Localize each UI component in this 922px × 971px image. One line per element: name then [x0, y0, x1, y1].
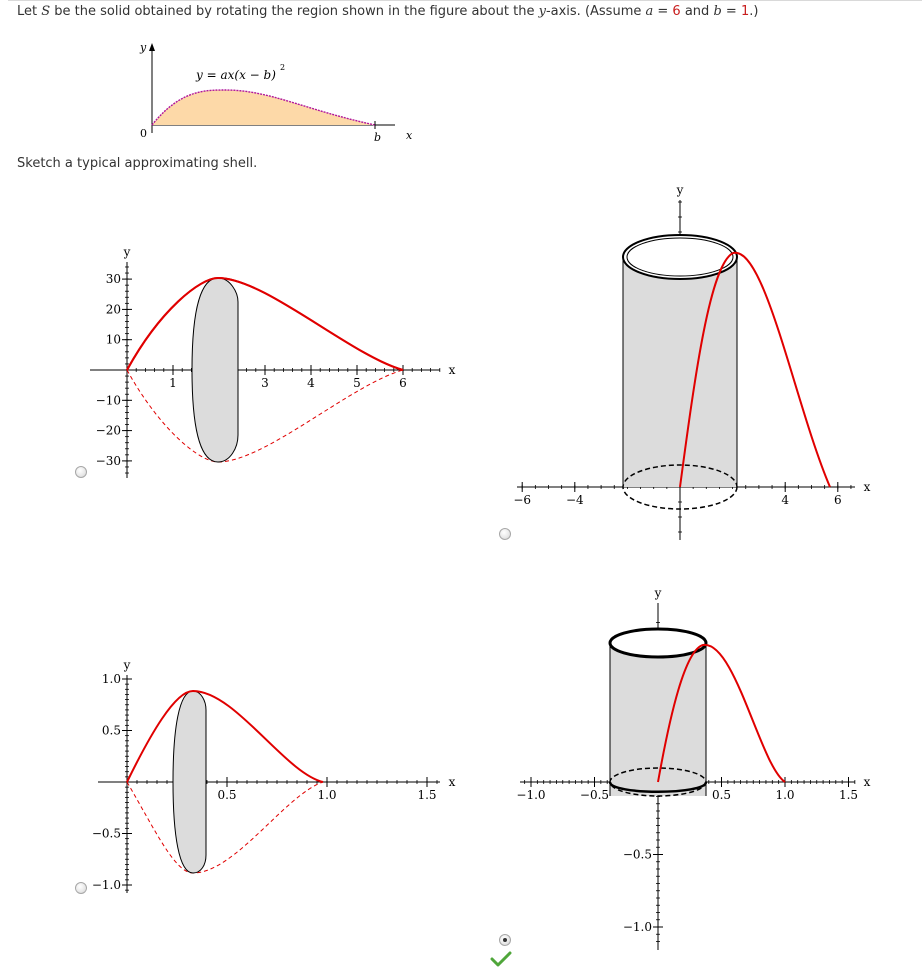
option-c-graph: 0.5 1.0 1.5 1.0 0.5 −0.5 −1.0 x y: [92, 658, 456, 893]
option-b-radio[interactable]: [499, 528, 511, 540]
option-d-radio[interactable]: [499, 934, 511, 946]
option-a-curve-reflection: [126, 369, 404, 463]
option-b-graph: −6−446302010xy: [513, 183, 871, 540]
option-d-curve: [657, 643, 786, 783]
option-a-shell-outline: [191, 277, 239, 463]
x-tick-label: 4: [307, 376, 315, 390]
option-c-curve: [126, 689, 324, 783]
x-tick-label: −4: [566, 493, 584, 507]
y-axis-label: y: [676, 183, 684, 197]
fig-x-label: x: [406, 129, 413, 142]
x-axis-label: x: [449, 363, 456, 377]
y-tick-label: 30: [106, 272, 121, 286]
option-b-shell-wall: [623, 257, 737, 487]
y-tick-label: −1.0: [92, 878, 121, 892]
x-axis-label: x: [864, 480, 871, 494]
x-tick-label: −1.0: [516, 788, 545, 802]
option-c-shell: [172, 690, 207, 874]
y-axis-label: y: [123, 658, 131, 672]
y-tick-label: −0.5: [92, 827, 121, 841]
fig-origin-label: 0: [140, 127, 147, 140]
y-tick-label: −1.0: [623, 920, 652, 934]
x-tick-label: 4: [781, 493, 789, 507]
fig-equation: y = ax(x − b): [195, 68, 276, 82]
option-b-curve: [679, 251, 831, 488]
region-fill: [152, 90, 375, 125]
fig-y-label: y: [139, 41, 147, 54]
y-tick-label: −30: [96, 454, 121, 468]
option-d-shell-wall: [610, 643, 706, 796]
option-a-radio[interactable]: [75, 466, 87, 478]
y-tick-label: 20: [106, 302, 121, 316]
x-tick-label: −6: [513, 493, 531, 507]
x-axis-label: x: [449, 775, 456, 789]
top-divider: [8, 0, 922, 1]
option-b-shell-bottom: [622, 464, 738, 510]
x-axis-label: x: [864, 775, 871, 789]
region-figure: y x 0 b y = ax(x − b) 2: [139, 41, 413, 144]
correct-check-icon: [490, 951, 512, 967]
option-d-graph: −1.0−0.50.51.01.51.00.5−0.5−1.0xy: [516, 586, 871, 950]
y-tick-label: −10: [96, 393, 121, 407]
x-tick-label: 1.0: [775, 788, 794, 802]
y-tick-label: 1.0: [102, 672, 121, 686]
y-axis-label: y: [654, 586, 662, 600]
x-tick-label: 1.5: [417, 788, 436, 802]
y-tick-label: 0.5: [102, 724, 121, 738]
option-d-shell-top: [608, 627, 708, 659]
x-tick-label: 0.5: [712, 788, 731, 802]
y-tick-label: −20: [96, 424, 121, 438]
x-tick-label: 5: [353, 376, 361, 390]
prompt-text: Sketch a typical approximating shell.: [17, 156, 258, 171]
x-tick-label: 1.5: [839, 788, 858, 802]
y-tick-label: −0.5: [623, 848, 652, 862]
y-tick-label: 10: [106, 333, 121, 347]
x-tick-label: 6: [834, 493, 842, 507]
x-tick-label: 6: [399, 376, 407, 390]
region-curve: [151, 89, 376, 126]
option-a-curve: [126, 276, 404, 371]
fig-equation-exponent: 2: [280, 63, 285, 72]
x-tick-label: 1.0: [317, 788, 336, 802]
question-text: Let S be the solid obtained by rotating …: [17, 4, 759, 19]
x-tick-label: −0.5: [580, 788, 609, 802]
x-tick-label: 3: [261, 376, 269, 390]
option-b-shell-top: [622, 234, 738, 280]
x-tick-label: 1: [169, 376, 177, 390]
option-c-radio[interactable]: [75, 882, 87, 894]
y-axis-label: y: [123, 245, 131, 259]
x-tick-label: 0.5: [217, 788, 236, 802]
fig-b-label: b: [374, 131, 381, 144]
